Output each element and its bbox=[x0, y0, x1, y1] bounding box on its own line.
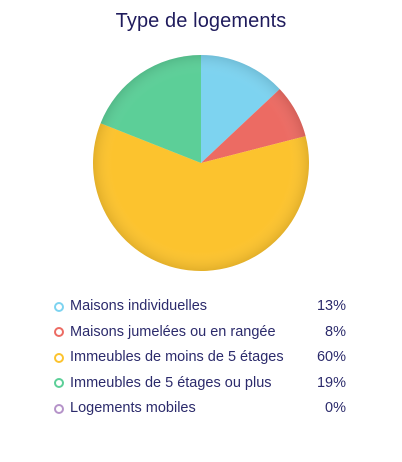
legend-percent: 8% bbox=[325, 323, 346, 340]
legend-marker bbox=[54, 327, 64, 337]
pie-chart bbox=[93, 55, 310, 271]
legend-marker bbox=[54, 403, 64, 414]
legend-percent: 60% bbox=[316, 349, 346, 365]
legend-percent: 13% bbox=[316, 298, 346, 314]
legend-label: Logements mobiles bbox=[70, 400, 196, 416]
legend-item-maisons-jumelees[interactable]: Maisons jumelées ou en rangée 8% bbox=[54, 320, 346, 346]
legend: Maisons individuelles 13% Maisons jumelé… bbox=[54, 294, 346, 422]
legend-marker bbox=[54, 378, 64, 388]
legend-percent: 0% bbox=[325, 400, 346, 416]
chart-title: Type de logements bbox=[115, 10, 287, 32]
legend-item-maisons-individuelles[interactable]: Maisons individuelles 13% bbox=[54, 294, 346, 320]
legend-item-immeubles-5-plus[interactable]: Immeubles de 5 étages ou plus 19% bbox=[54, 371, 346, 397]
legend-label: Maisons jumelées ou en rangée bbox=[70, 323, 276, 340]
legend-label: Immeubles de moins de 5 étages bbox=[70, 349, 284, 365]
legend-label: Maisons individuelles bbox=[70, 298, 208, 314]
legend-item-immeubles-moins-5[interactable]: Immeubles de moins de 5 étages 60% bbox=[54, 345, 346, 371]
pie-shading bbox=[93, 55, 309, 271]
legend-percent: 19% bbox=[316, 374, 346, 391]
legend-marker bbox=[54, 301, 64, 312]
legend-marker bbox=[54, 352, 64, 363]
legend-label: Immeubles de 5 étages ou plus bbox=[70, 374, 272, 391]
legend-item-logements-mobiles[interactable]: Logements mobiles 0% bbox=[54, 396, 346, 422]
